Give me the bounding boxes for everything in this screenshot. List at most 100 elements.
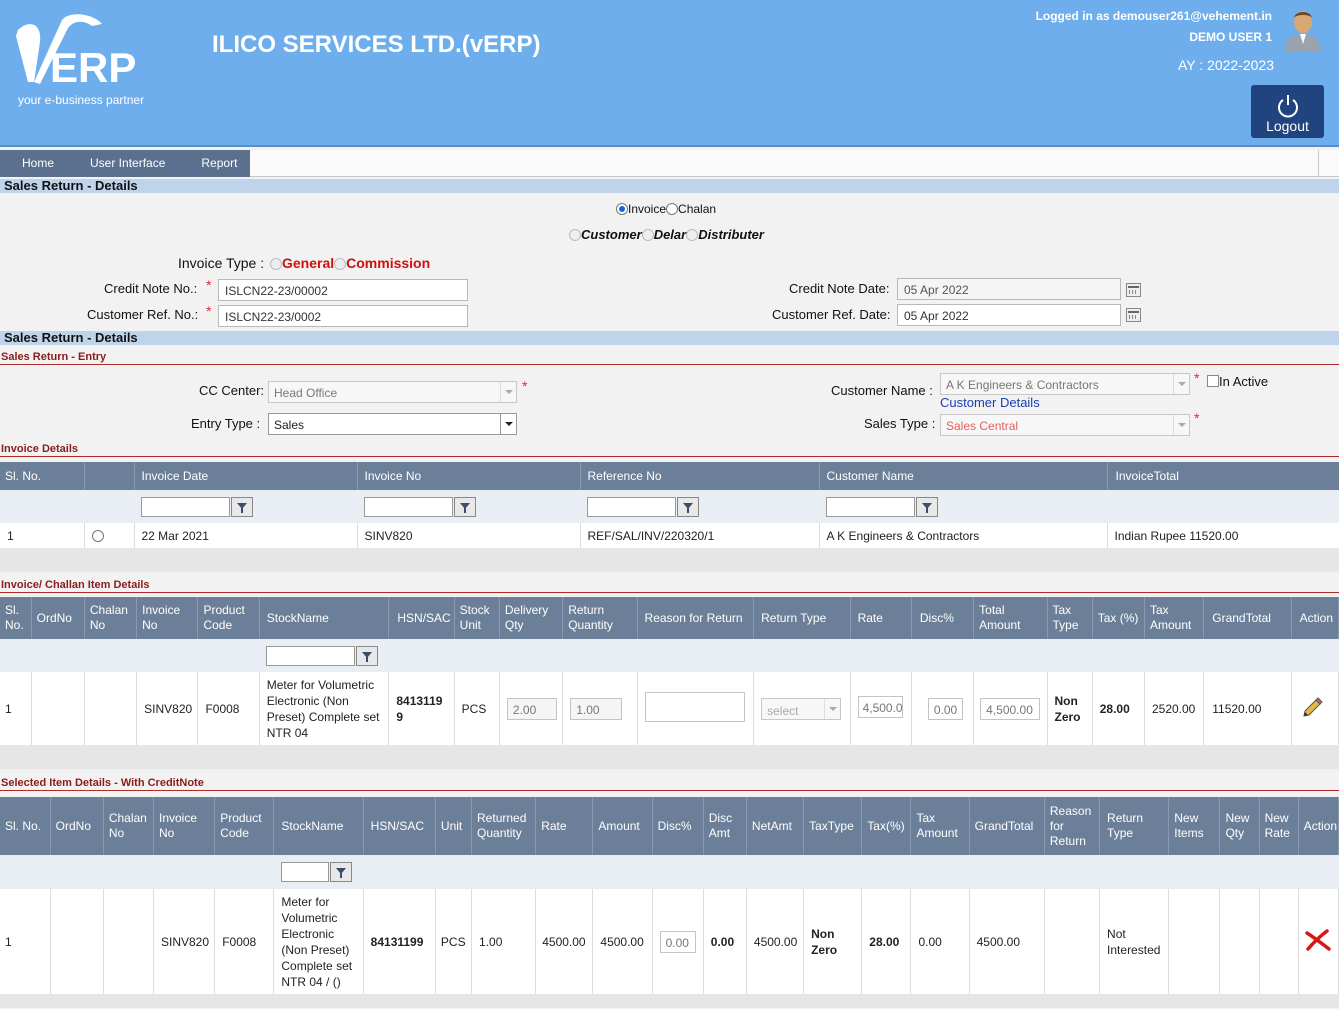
customer-ref-date-field[interactable]: 05 Apr 2022 bbox=[897, 304, 1121, 326]
menu-home[interactable]: Home bbox=[22, 156, 55, 170]
general-radio[interactable] bbox=[270, 258, 282, 270]
table-row[interactable]: 1 22 Mar 2021 SINV820 REF/SAL/INV/220320… bbox=[0, 523, 1339, 548]
entry-type-select[interactable]: Sales bbox=[268, 413, 517, 435]
customer-name-value: A K Engineers & Contractors bbox=[946, 378, 1099, 392]
entry-type-value: Sales bbox=[274, 418, 305, 432]
delivery-qty-field[interactable]: 2.00 bbox=[506, 697, 557, 720]
customer-ref-date-label: Customer Ref. Date: bbox=[772, 307, 891, 322]
menu-report[interactable]: Report bbox=[201, 156, 238, 170]
reason-for-return-field[interactable] bbox=[644, 691, 745, 722]
stock-name-filter-input[interactable] bbox=[266, 645, 356, 666]
customer-ref-no-field[interactable]: ISLCN22-23/0002 bbox=[218, 305, 468, 327]
cell-invoice-total: Indian Rupee 11520.00 bbox=[1107, 523, 1339, 548]
return-qty-field[interactable]: 1.00 bbox=[570, 697, 623, 720]
table-row[interactable]: 1 SINV820 F0008 Meter for Volumetric Ele… bbox=[0, 889, 1339, 994]
rate-field[interactable]: 4,500.0 bbox=[857, 695, 903, 718]
col-stock-name[interactable]: StockName bbox=[273, 797, 364, 855]
distributer-radio[interactable] bbox=[686, 229, 699, 241]
filter-icon[interactable] bbox=[356, 645, 379, 666]
col-sl: Sl. No. bbox=[0, 462, 85, 490]
invoice-no-filter-input[interactable] bbox=[364, 496, 453, 517]
return-type-value: select bbox=[767, 703, 799, 718]
return-type-select[interactable]: select bbox=[761, 697, 842, 720]
cell-stock-unit: PCS bbox=[454, 672, 500, 745]
calendar-icon[interactable] bbox=[1126, 308, 1141, 322]
col-invoice-no: Invoice No bbox=[153, 797, 216, 855]
filter-icon[interactable] bbox=[916, 496, 938, 517]
col-rate: Rate bbox=[535, 797, 594, 855]
customer-details-link[interactable]: Customer Details bbox=[940, 395, 1040, 410]
entry-type-label: Entry Type : bbox=[191, 416, 261, 431]
cell-customer-name: A K Engineers & Contractors bbox=[819, 523, 1108, 548]
cell-invoice-date: 22 Mar 2021 bbox=[134, 523, 358, 548]
customer-name-select[interactable]: A K Engineers & Contractors bbox=[940, 373, 1190, 395]
col-rate: Rate bbox=[850, 597, 912, 639]
credit-note-no-field[interactable]: ISLCN22-23/00002 bbox=[218, 279, 468, 301]
cell-reason bbox=[1044, 889, 1101, 994]
col-stock-name[interactable]: StockName bbox=[259, 597, 390, 639]
col-disc: Disc% bbox=[911, 597, 975, 639]
delar-radio[interactable] bbox=[641, 229, 654, 241]
cell-ordno bbox=[50, 889, 104, 994]
cc-center-select[interactable]: Head Office bbox=[268, 381, 517, 403]
logout-button[interactable]: Logout bbox=[1251, 85, 1324, 138]
credit-note-date-field[interactable]: 05 Apr 2022 bbox=[897, 278, 1121, 300]
stock-name-filter-input[interactable] bbox=[280, 862, 329, 882]
col-reference-no[interactable]: Reference No bbox=[580, 462, 820, 490]
chalan-radio[interactable] bbox=[666, 203, 679, 215]
col-chalan-no: Chalan No bbox=[103, 797, 154, 855]
col-invoice-no[interactable]: Invoice No bbox=[357, 462, 581, 490]
filter-icon[interactable] bbox=[329, 862, 352, 882]
table-row[interactable]: 1 SINV820 F0008 Meter for Volumetric Ele… bbox=[0, 672, 1339, 745]
customer-name-filter-input[interactable] bbox=[826, 496, 915, 517]
reference-no-filter-input[interactable] bbox=[587, 496, 676, 517]
col-sl: Sl. No. bbox=[0, 797, 51, 855]
row-select-radio[interactable] bbox=[91, 529, 104, 542]
total-amount-field[interactable]: 4,500.00 bbox=[980, 697, 1041, 720]
company-title: ILICO SERVICES LTD.(vERP) bbox=[212, 31, 541, 58]
col-invoice-total[interactable]: InvoiceTotal bbox=[1107, 462, 1339, 490]
verp-logo: ERP bbox=[14, 12, 164, 112]
table-footer bbox=[0, 745, 1339, 769]
cell-tax-type: Non Zero bbox=[803, 889, 863, 994]
customer-radio[interactable] bbox=[569, 229, 581, 241]
sales-type-select[interactable]: Sales Central bbox=[940, 414, 1190, 436]
col-reason: Reason for Return bbox=[637, 597, 755, 639]
invoice-date-filter-input[interactable] bbox=[141, 496, 230, 517]
inactive-group: In Active bbox=[1207, 374, 1268, 389]
col-customer-name[interactable]: Customer Name bbox=[819, 462, 1108, 490]
menu-divider bbox=[1318, 150, 1319, 177]
menu-user-interface[interactable]: User Interface bbox=[90, 156, 166, 170]
chalan-radio-label: Chalan bbox=[678, 202, 717, 216]
col-invoice-date[interactable]: Invoice Date bbox=[134, 462, 358, 490]
cell-returned-qty: 1.00 bbox=[471, 889, 537, 994]
chevron-down-icon bbox=[824, 698, 840, 719]
filter-icon[interactable] bbox=[677, 496, 699, 517]
logo-text: ERP bbox=[50, 44, 136, 91]
delete-cross-icon[interactable] bbox=[1304, 928, 1331, 951]
cell-new-items bbox=[1168, 889, 1221, 994]
cell-unit: PCS bbox=[435, 889, 473, 994]
commission-radio[interactable] bbox=[334, 258, 347, 270]
invoice-type-label: Invoice Type : bbox=[178, 255, 265, 271]
disc-field[interactable]: 0.00 bbox=[927, 697, 963, 720]
filter-icon[interactable] bbox=[454, 496, 476, 517]
calendar-icon[interactable] bbox=[1126, 283, 1141, 297]
col-stock-unit: Stock Unit bbox=[454, 597, 500, 639]
col-return-type: Return Type bbox=[753, 597, 851, 639]
cell-sl: 1 bbox=[0, 523, 85, 548]
section-title-1: Sales Return - Details bbox=[0, 179, 1339, 193]
cc-center-label: CC Center: bbox=[199, 383, 265, 398]
edit-pencil-icon[interactable] bbox=[1301, 696, 1323, 718]
cell-product-code: F0008 bbox=[214, 889, 275, 994]
required-marker: * bbox=[1194, 370, 1200, 386]
disc-field[interactable]: 0.00 bbox=[659, 930, 696, 953]
invoice-radio[interactable] bbox=[616, 203, 628, 215]
col-new-rate: New Rate bbox=[1259, 797, 1299, 855]
filter-icon[interactable] bbox=[231, 496, 253, 517]
filter-row bbox=[0, 639, 1339, 672]
entry-subheading: Sales Return - Entry bbox=[0, 351, 1339, 365]
inactive-checkbox[interactable] bbox=[1207, 375, 1219, 387]
col-returned-qty: Returned Quantity bbox=[471, 797, 537, 855]
